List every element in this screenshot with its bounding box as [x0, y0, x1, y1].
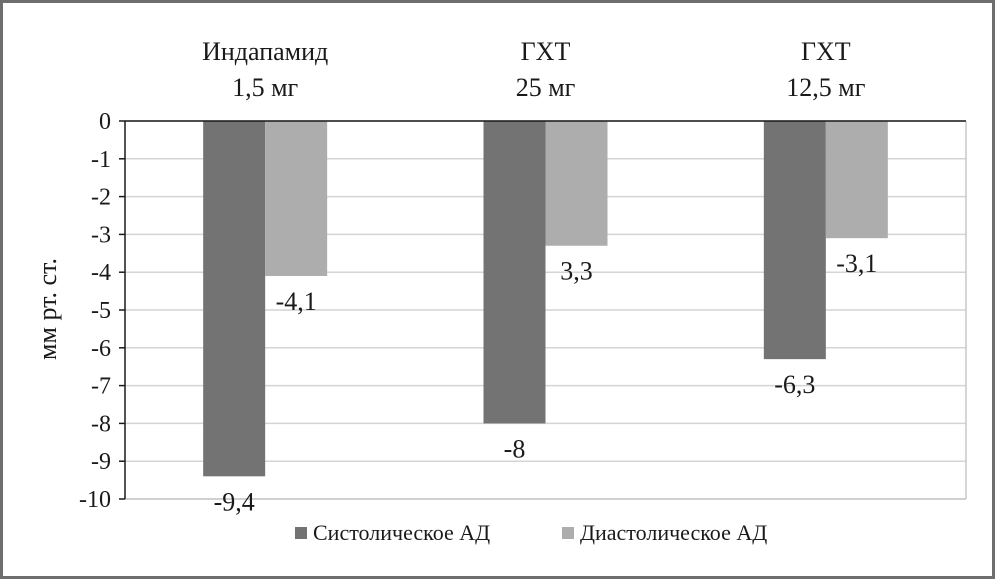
y-tick-label: -1 [91, 147, 111, 173]
legend-swatch [562, 527, 574, 539]
data-label: -8 [504, 434, 526, 463]
bar-systolic [203, 121, 266, 477]
bar-systolic [483, 121, 546, 424]
bars [203, 121, 888, 477]
y-tick-label: -9 [91, 449, 111, 475]
legend-swatch [295, 527, 307, 539]
bar-diastolic [825, 121, 888, 239]
axes [119, 120, 966, 500]
y-tick-label: -4 [91, 260, 111, 286]
y-tick-label: -10 [79, 487, 111, 513]
category-label: 1,5 мг [232, 73, 298, 102]
y-tick-label: 0 [99, 109, 111, 135]
bar-diastolic [545, 121, 608, 246]
category-label: ГХТ [801, 37, 851, 66]
legend-label: Диастолическое АД [580, 520, 767, 545]
data-label: -3,1 [836, 249, 877, 278]
y-tick-label: -3 [91, 222, 111, 248]
data-label: 3,3 [560, 257, 593, 286]
y-tick-label: -5 [91, 298, 111, 324]
y-axis-title: мм рт. ст. [33, 258, 62, 360]
category-label: 12,5 мг [786, 73, 865, 102]
category-label: 25 мг [516, 73, 576, 102]
bar-systolic [763, 121, 826, 360]
labels: 0 -1 -2 -3 -4 -5 -6 -7 -8 -9 -10 -9,4 -4,1 Индапамид 1… [79, 37, 877, 516]
data-label: -9,4 [214, 487, 255, 516]
legend: Систолическое АД Диастолическое АД [295, 520, 767, 545]
y-tick-label: -6 [91, 336, 111, 362]
y-tick-label: -2 [91, 185, 111, 211]
data-label: -4,1 [276, 287, 317, 316]
category-label: Индапамид [202, 37, 328, 66]
data-label: -6,3 [774, 370, 815, 399]
bar-diastolic [265, 121, 328, 276]
legend-label: Систолическое АД [313, 520, 490, 545]
category-label: ГХТ [521, 37, 571, 66]
y-tick-label: -8 [91, 411, 111, 437]
y-tick-label: -7 [91, 374, 111, 400]
